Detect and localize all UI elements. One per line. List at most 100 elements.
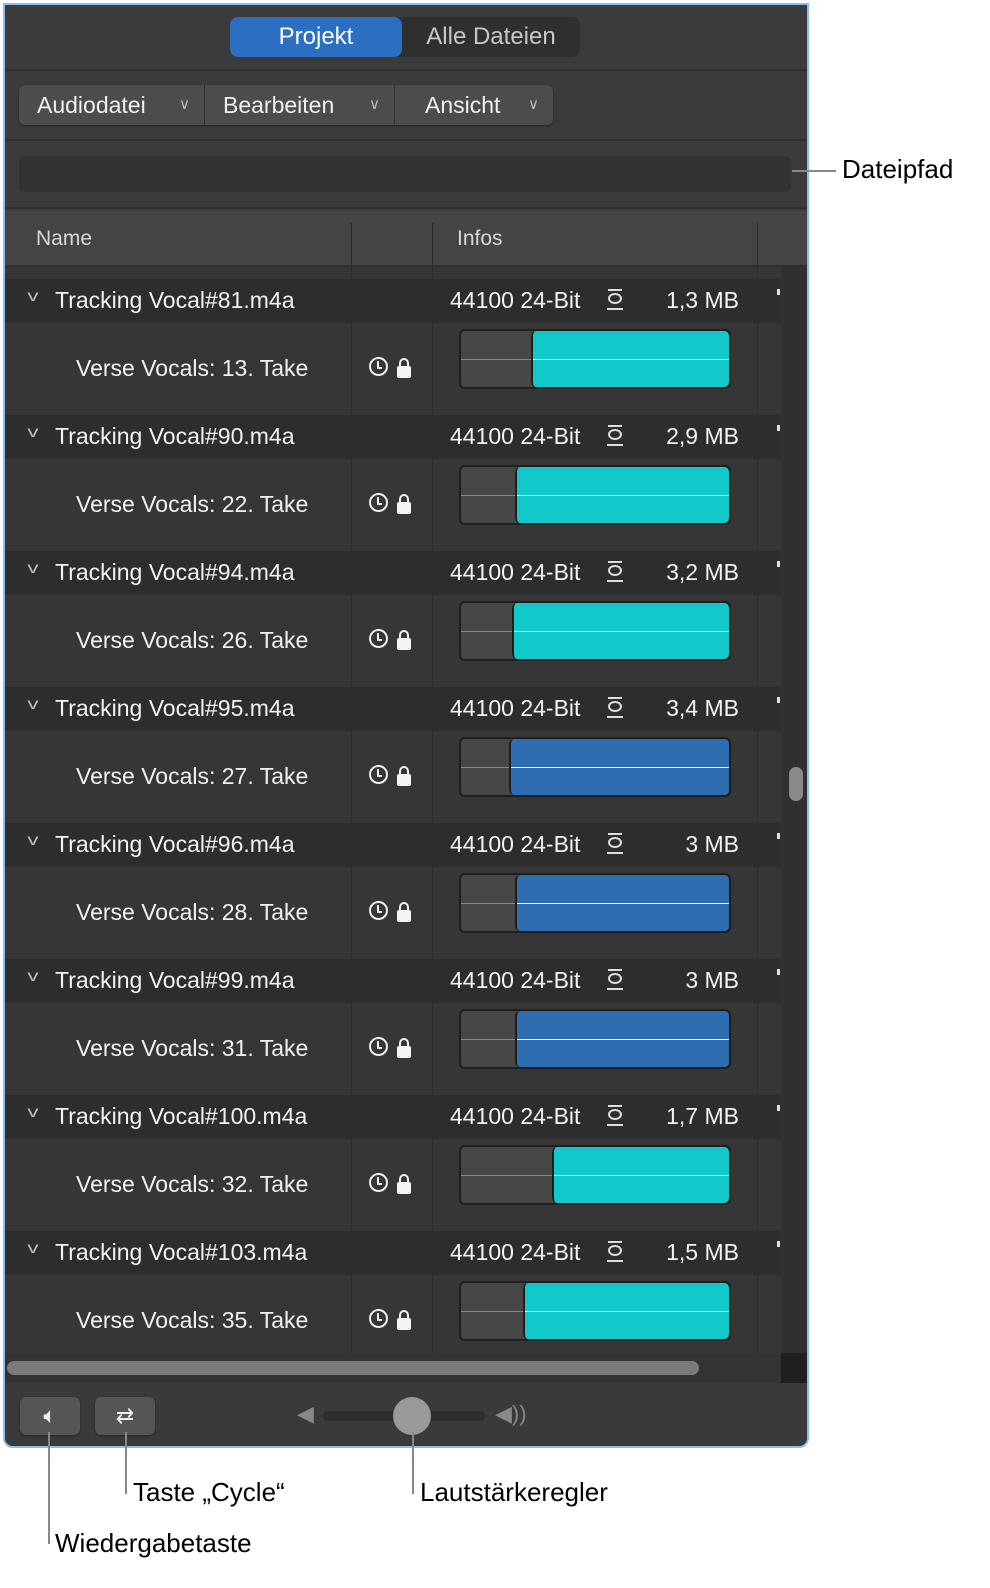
column-divider bbox=[351, 267, 352, 1353]
disclosure-chevron-icon[interactable]: v bbox=[27, 968, 39, 985]
take-row[interactable]: Verse Vocals: 28. Take bbox=[5, 867, 781, 959]
file-row[interactable]: v Tracking Vocal#99.m4a 44100 24-Bit 3 M… bbox=[5, 959, 781, 1003]
truncated-text bbox=[777, 561, 780, 567]
file-name: Tracking Vocal#100.m4a bbox=[55, 1103, 308, 1129]
vertical-scroll-thumb[interactable] bbox=[789, 767, 803, 801]
waveform-overview bbox=[459, 873, 731, 933]
speaker-play-icon: 🔈︎ bbox=[43, 1403, 57, 1428]
column-divider bbox=[757, 267, 758, 1353]
clock-icon bbox=[369, 629, 388, 648]
file-row[interactable]: v Tracking Vocal#81.m4a 44100 24-Bit 1,3… bbox=[5, 279, 781, 323]
audio-region bbox=[511, 603, 729, 659]
lock-icon bbox=[397, 1310, 411, 1330]
audio-region bbox=[514, 467, 729, 523]
disclosure-chevron-icon[interactable]: v bbox=[27, 832, 39, 849]
take-row[interactable]: Verse Vocals: 26. Take bbox=[5, 595, 781, 687]
tab-project[interactable]: Projekt bbox=[230, 17, 402, 57]
column-info[interactable]: Infos bbox=[457, 227, 503, 250]
waveform-overview bbox=[459, 465, 731, 525]
column-header: Name Infos bbox=[5, 211, 807, 267]
stereo-icon bbox=[607, 696, 623, 718]
menu-label: Audiodatei bbox=[37, 92, 146, 118]
callout-file-path: Dateipfad bbox=[842, 154, 954, 184]
menu-view[interactable]: Ansicht ∨ bbox=[395, 85, 553, 125]
truncated-text bbox=[777, 1241, 780, 1247]
menu-audiofile[interactable]: Audiodatei ∨ bbox=[19, 85, 205, 125]
file-row[interactable]: v Tracking Vocal#90.m4a 44100 24-Bit 2,9… bbox=[5, 415, 781, 459]
take-row[interactable]: Verse Vocals: 32. Take bbox=[5, 1139, 781, 1231]
file-row[interactable]: v Tracking Vocal#96.m4a 44100 24-Bit 3 M… bbox=[5, 823, 781, 867]
file-size: 1,5 MB bbox=[666, 1239, 739, 1265]
take-row[interactable]: Verse Vocals: 13. Take bbox=[5, 323, 781, 415]
callout-cycle: Taste „Cycle“ bbox=[133, 1477, 285, 1507]
file-info: 44100 24-Bit bbox=[450, 831, 581, 857]
truncated-text bbox=[777, 425, 780, 431]
file-row[interactable]: v Tracking Vocal#94.m4a 44100 24-Bit 3,2… bbox=[5, 551, 781, 595]
callout-line bbox=[125, 1432, 127, 1494]
clock-icon bbox=[369, 493, 388, 512]
stereo-icon bbox=[607, 288, 623, 310]
lock-icon bbox=[397, 630, 411, 650]
disclosure-chevron-icon[interactable]: v bbox=[27, 288, 39, 305]
disclosure-chevron-icon[interactable]: v bbox=[27, 1240, 39, 1257]
take-row[interactable]: Verse Vocals: 22. Take bbox=[5, 459, 781, 551]
lock-icon bbox=[397, 494, 411, 514]
audio-region bbox=[530, 331, 729, 387]
file-path-field[interactable] bbox=[19, 156, 791, 192]
menu-label: Bearbeiten bbox=[223, 92, 335, 118]
file-info: 44100 24-Bit bbox=[450, 423, 581, 449]
audio-region bbox=[522, 1283, 729, 1339]
waveform-overview bbox=[459, 1145, 731, 1205]
disclosure-chevron-icon[interactable]: v bbox=[27, 424, 39, 441]
volume-low-icon: ◀ bbox=[297, 1401, 314, 1426]
callout-volume: Lautstärkeregler bbox=[420, 1477, 608, 1507]
file-info: 44100 24-Bit bbox=[450, 1239, 581, 1265]
disclosure-chevron-icon[interactable]: v bbox=[27, 560, 39, 577]
file-size: 3 MB bbox=[685, 967, 739, 993]
column-divider bbox=[432, 267, 433, 1353]
callout-line bbox=[412, 1432, 414, 1494]
clock-icon bbox=[369, 765, 388, 784]
waveform-overview bbox=[459, 1009, 731, 1069]
volume-high-icon: ◀)) bbox=[495, 1401, 527, 1426]
horizontal-scroll-thumb[interactable] bbox=[7, 1361, 699, 1375]
waveform-overview bbox=[459, 1281, 731, 1341]
take-row[interactable]: Verse Vocals: 35. Take bbox=[5, 1275, 781, 1353]
file-info: 44100 24-Bit bbox=[450, 559, 581, 585]
take-name: Verse Vocals: 35. Take bbox=[76, 1307, 309, 1333]
take-name: Verse Vocals: 28. Take bbox=[76, 899, 309, 925]
waveform-overview bbox=[459, 329, 731, 389]
file-info: 44100 24-Bit bbox=[450, 967, 581, 993]
truncated-text bbox=[777, 1105, 780, 1111]
vertical-scrollbar[interactable] bbox=[781, 267, 807, 1353]
take-row[interactable]: Verse Vocals: 31. Take bbox=[5, 1003, 781, 1095]
tab-all-files[interactable]: Alle Dateien bbox=[426, 23, 556, 50]
take-name: Verse Vocals: 26. Take bbox=[76, 627, 309, 653]
file-row[interactable]: v Tracking Vocal#95.m4a 44100 24-Bit 3,4… bbox=[5, 687, 781, 731]
file-size: 3,4 MB bbox=[666, 695, 739, 721]
play-button[interactable]: 🔈︎ bbox=[20, 1397, 80, 1435]
divider bbox=[5, 69, 807, 71]
file-name: Tracking Vocal#81.m4a bbox=[55, 287, 295, 313]
clock-icon bbox=[369, 1309, 388, 1328]
chevron-down-icon: ∨ bbox=[369, 96, 380, 113]
file-info: 44100 24-Bit bbox=[450, 287, 581, 313]
truncated-text bbox=[777, 969, 780, 975]
disclosure-chevron-icon[interactable]: v bbox=[27, 1104, 39, 1121]
callout-line bbox=[48, 1432, 50, 1544]
truncated-text bbox=[777, 833, 780, 839]
menu-edit[interactable]: Bearbeiten ∨ bbox=[205, 85, 395, 125]
divider bbox=[5, 207, 807, 209]
file-row[interactable]: v Tracking Vocal#100.m4a 44100 24-Bit 1,… bbox=[5, 1095, 781, 1139]
stereo-icon bbox=[607, 560, 623, 582]
callout-line bbox=[792, 170, 836, 172]
stereo-icon bbox=[607, 1240, 623, 1262]
column-name[interactable]: Name bbox=[36, 227, 93, 250]
cycle-button[interactable]: ⇄ bbox=[95, 1397, 155, 1435]
project-audio-browser: Projekt Alle Dateien Audiodatei ∨ Bearbei… bbox=[3, 3, 809, 1448]
view-segmented-control: Projekt Alle Dateien bbox=[230, 17, 580, 57]
take-row[interactable]: Verse Vocals: 27. Take bbox=[5, 731, 781, 823]
disclosure-chevron-icon[interactable]: v bbox=[27, 696, 39, 713]
file-row[interactable]: v Tracking Vocal#103.m4a 44100 24-Bit 1,… bbox=[5, 1231, 781, 1275]
volume-slider-knob[interactable] bbox=[393, 1397, 432, 1435]
